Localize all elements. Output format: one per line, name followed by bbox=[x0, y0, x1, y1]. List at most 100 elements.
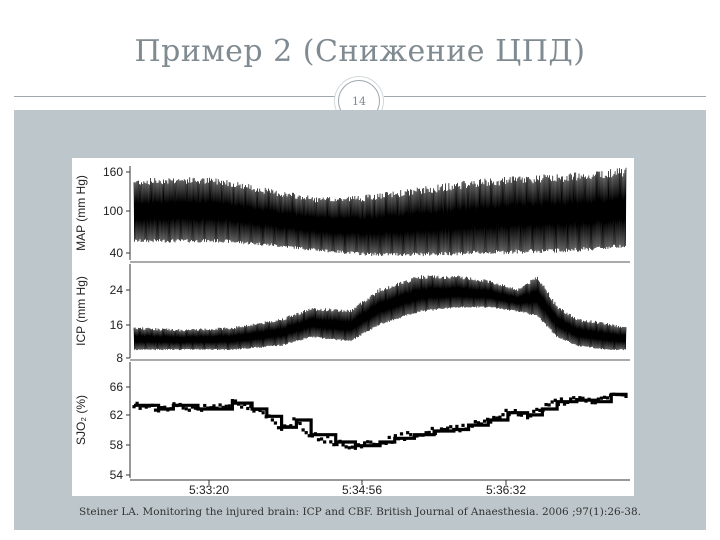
sjo2-sample-91 bbox=[412, 436, 416, 440]
sjo2-sample-69 bbox=[344, 445, 348, 449]
chart-figure: 160 100 40 MAP (mm Hg) 24 16 8 ICP (mm Hg) 66 62 5… bbox=[72, 158, 634, 496]
sjo2-y-tick-label-54: 54 bbox=[110, 468, 124, 482]
sjo2-sample-21 bbox=[196, 407, 201, 411]
sjo2-sample-105 bbox=[455, 424, 459, 429]
sjo2-sample-58 bbox=[310, 434, 314, 438]
sjo2-sample-127 bbox=[522, 411, 527, 415]
sjo2-sample-95 bbox=[424, 431, 428, 435]
sjo2-sample-68 bbox=[341, 443, 345, 447]
sjo2-sample-94 bbox=[421, 433, 425, 437]
map-y-label: MAP (mm Hg) bbox=[74, 175, 88, 251]
sjo2-sample-77 bbox=[369, 440, 373, 444]
sjo2-sample-56 bbox=[304, 431, 308, 435]
sjo2-sample-119 bbox=[498, 415, 502, 419]
sjo2-sample-158 bbox=[618, 393, 622, 397]
sjo2-sample-70 bbox=[347, 446, 351, 450]
sjo2-sample-86 bbox=[396, 437, 401, 441]
sjo2-sample-101 bbox=[442, 427, 447, 432]
sjo2-sample-113 bbox=[479, 422, 484, 426]
icp-trace bbox=[133, 275, 627, 351]
title-rule-right bbox=[384, 96, 706, 97]
sjo2-sample-96 bbox=[427, 430, 431, 435]
sjo2-sample-61 bbox=[319, 437, 324, 441]
sjo2-sample-43 bbox=[264, 415, 268, 419]
sjo2-sample-32 bbox=[230, 399, 234, 403]
sjo2-sample-4 bbox=[144, 405, 148, 409]
sjo2-sample-92 bbox=[415, 434, 419, 438]
sjo2-sample-81 bbox=[381, 441, 385, 445]
sjo2-sample-63 bbox=[326, 435, 330, 439]
sjo2-sample-107 bbox=[461, 423, 465, 427]
sjo2-sample-148 bbox=[587, 397, 591, 401]
sjo2-sample-14 bbox=[175, 403, 179, 408]
sjo2-sample-84 bbox=[390, 440, 394, 444]
sjo2-sample-78 bbox=[372, 442, 376, 446]
sjo2-sample-71 bbox=[350, 445, 354, 449]
sjo2-sample-88 bbox=[403, 437, 407, 441]
sjo2-sample-15 bbox=[178, 402, 182, 407]
sjo2-sample-37 bbox=[246, 406, 250, 411]
sjo2-sample-26 bbox=[212, 404, 216, 408]
x-tick-label-1: 5:34:56 bbox=[342, 483, 382, 496]
sjo2-sample-22 bbox=[200, 408, 204, 412]
sjo2-sample-7 bbox=[153, 408, 158, 412]
sjo2-sample-126 bbox=[519, 413, 524, 417]
sjo2-sample-123 bbox=[510, 410, 514, 415]
icp-y-tick-label-24: 24 bbox=[110, 283, 124, 297]
sjo2-sample-1 bbox=[135, 401, 139, 405]
sjo2-sample-152 bbox=[599, 396, 603, 400]
sjo2-sample-17 bbox=[184, 407, 188, 411]
sjo2-sample-132 bbox=[538, 408, 542, 412]
sjo2-sample-74 bbox=[359, 445, 364, 449]
sjo2-sample-102 bbox=[446, 426, 450, 430]
title-rule-left bbox=[14, 96, 336, 97]
sjo2-sample-72 bbox=[353, 446, 357, 450]
sjo2-sample-145 bbox=[578, 396, 582, 400]
sjo2-sample-90 bbox=[409, 433, 413, 437]
sjo2-sample-41 bbox=[258, 408, 262, 413]
sjo2-sample-48 bbox=[280, 427, 284, 431]
map-y-tick-label-40: 40 bbox=[110, 246, 124, 260]
sjo2-sample-137 bbox=[553, 398, 557, 402]
sjo2-sample-0 bbox=[132, 405, 136, 409]
sjo2-sample-97 bbox=[430, 426, 434, 431]
sjo2-sample-60 bbox=[316, 438, 321, 442]
sjo2-sample-16 bbox=[181, 406, 185, 410]
icp-y-label: ICP (mm Hg) bbox=[74, 276, 88, 346]
x-tick-label-2: 5:36:32 bbox=[486, 483, 526, 496]
map-trace bbox=[133, 167, 627, 257]
sjo2-sample-121 bbox=[504, 408, 508, 413]
map-y-tick-label-160: 160 bbox=[103, 165, 123, 179]
sjo2-sample-87 bbox=[399, 432, 404, 436]
sjo2-sample-10 bbox=[163, 405, 167, 409]
page-number: 14 bbox=[352, 94, 366, 108]
sjo2-sample-131 bbox=[535, 407, 539, 411]
sjo2-sample-153 bbox=[602, 395, 607, 399]
sjo2-sample-134 bbox=[544, 402, 548, 407]
sjo2-y-tick-label-58: 58 bbox=[110, 438, 124, 452]
sjo2-sample-159 bbox=[621, 393, 625, 397]
sjo2-sample-116 bbox=[489, 420, 493, 424]
sjo2-sample-114 bbox=[482, 419, 487, 423]
sjo2-sample-62 bbox=[323, 440, 327, 444]
sjo2-sample-151 bbox=[596, 397, 600, 401]
sjo2-sample-27 bbox=[215, 406, 219, 410]
sjo2-sample-79 bbox=[375, 443, 379, 447]
sjo2-y-tick-label-66: 66 bbox=[110, 380, 124, 394]
sjo2-sample-112 bbox=[476, 421, 480, 425]
sjo2-sample-6 bbox=[150, 403, 155, 407]
sjo2-sample-3 bbox=[141, 404, 145, 408]
sjo2-sample-118 bbox=[495, 416, 499, 420]
sjo2-sample-124 bbox=[513, 409, 517, 413]
sjo2-sample-64 bbox=[329, 440, 333, 444]
sjo2-sample-76 bbox=[366, 440, 370, 444]
sjo2-y-label: SJO₂ (%) bbox=[74, 395, 88, 445]
sjo2-sample-13 bbox=[172, 402, 176, 406]
sjo2-sample-45 bbox=[270, 418, 274, 422]
sjo2-sample-138 bbox=[556, 402, 560, 406]
map-y-tick-label-100: 100 bbox=[103, 204, 123, 218]
sjo2-sample-147 bbox=[584, 399, 588, 403]
sjo2-sample-67 bbox=[338, 439, 342, 443]
sjo2-sample-30 bbox=[224, 404, 228, 408]
sjo2-sample-54 bbox=[298, 421, 302, 426]
